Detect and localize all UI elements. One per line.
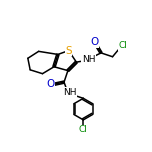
Text: O: O [46, 79, 54, 90]
Text: O: O [91, 37, 99, 47]
Text: Cl: Cl [118, 41, 127, 50]
Text: S: S [65, 46, 72, 56]
Text: Cl: Cl [79, 125, 88, 134]
Text: NH: NH [82, 55, 95, 64]
Text: NH: NH [63, 88, 76, 97]
